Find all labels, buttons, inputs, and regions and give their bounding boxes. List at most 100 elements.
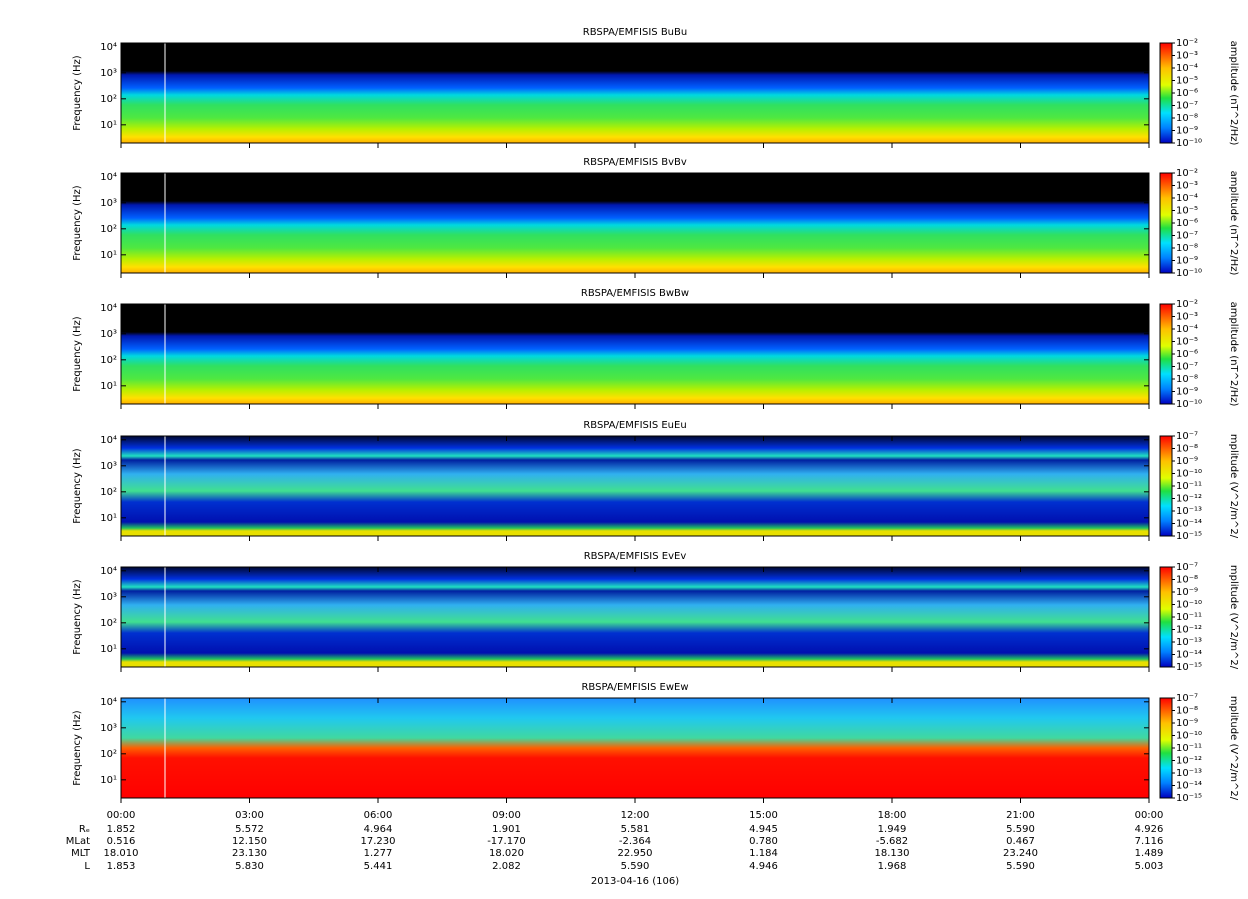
colorbar xyxy=(1159,303,1173,405)
colorbar-tick-label: 10⁻⁷ xyxy=(1176,562,1198,573)
ephemeris-value: 4.926 xyxy=(1135,824,1164,835)
ephemeris-row-label: MLat xyxy=(66,836,90,847)
colorbar-tick-label: 10⁻⁴ xyxy=(1176,63,1198,74)
y-axis-label: Frequency (Hz) xyxy=(72,185,83,261)
colorbar-tick-label: 10⁻⁹ xyxy=(1176,387,1198,398)
panel-title: RBSPA/EMFISIS BwBw xyxy=(581,288,689,299)
colorbar-tick-label: 10⁻⁵ xyxy=(1176,206,1198,217)
x-tick-label: 12:00 xyxy=(621,810,650,821)
colorbar-tick-label: 10⁻¹³ xyxy=(1176,637,1202,648)
colorbar-tick-label: 10⁻⁷ xyxy=(1176,362,1198,373)
colorbar-tick-label: 10⁻¹⁵ xyxy=(1176,793,1202,804)
ephemeris-value: 5.581 xyxy=(621,824,650,835)
y-tick-label: 10³ xyxy=(100,592,117,603)
panel-title: RBSPA/EMFISIS EwEw xyxy=(581,682,688,693)
y-tick-label: 10⁴ xyxy=(100,42,117,53)
y-tick-label: 10² xyxy=(100,94,117,105)
colorbar-label: amplitude (nT^2/Hz) xyxy=(1228,171,1239,276)
spectrogram-image xyxy=(121,567,1149,667)
y-tick-label: 10³ xyxy=(100,198,117,209)
colorbar-tick-label: 10⁻⁷ xyxy=(1176,431,1198,442)
colorbar-label: amplitude (nT^2/Hz) xyxy=(1228,41,1239,146)
ephemeris-value: 5.590 xyxy=(1006,861,1035,872)
colorbar-tick-label: 10⁻⁶ xyxy=(1176,349,1198,360)
colorbar-tick-label: 10⁻¹¹ xyxy=(1176,743,1202,754)
x-tick-label: 18:00 xyxy=(878,810,907,821)
ephemeris-value: 1.968 xyxy=(878,861,907,872)
colorbar-tick-label: 10⁻⁵ xyxy=(1176,76,1198,87)
colorbar-tick-label: 10⁻³ xyxy=(1176,51,1198,62)
spectrogram-image xyxy=(121,698,1149,798)
colorbar-tick-label: 10⁻¹³ xyxy=(1176,506,1202,517)
spectrogram-image xyxy=(121,436,1149,536)
x-tick-label: 09:00 xyxy=(492,810,521,821)
colorbar-tick-label: 10⁻² xyxy=(1176,299,1198,310)
ephemeris-value: -5.682 xyxy=(876,836,908,847)
colorbar-tick-label: 10⁻⁸ xyxy=(1176,444,1198,455)
date-label: 2013-04-16 (106) xyxy=(591,876,679,887)
ephemeris-value: 5.572 xyxy=(235,824,264,835)
colorbar-tick-label: 10⁻⁴ xyxy=(1176,193,1198,204)
ephemeris-row-label: Rₑ xyxy=(79,824,90,835)
ephemeris-value: 5.003 xyxy=(1135,861,1164,872)
y-tick-label: 10⁴ xyxy=(100,303,117,314)
colorbar-label: mplitude (V^2/m^2/ xyxy=(1228,696,1239,801)
ephemeris-value: 0.467 xyxy=(1006,836,1035,847)
colorbar-tick-label: 10⁻¹⁰ xyxy=(1176,268,1202,279)
ephemeris-row-label: MLT xyxy=(71,848,91,859)
ephemeris-value: 18.130 xyxy=(875,848,910,859)
y-tick-label: 10⁴ xyxy=(100,566,117,577)
colorbar-tick-label: 10⁻⁵ xyxy=(1176,337,1198,348)
colorbar-tick-label: 10⁻¹¹ xyxy=(1176,481,1202,492)
ephemeris-value: 5.830 xyxy=(235,861,264,872)
ephemeris-value: 23.240 xyxy=(1003,848,1038,859)
colorbar-tick-label: 10⁻⁹ xyxy=(1176,256,1198,267)
y-tick-label: 10³ xyxy=(100,723,117,734)
colorbar-tick-label: 10⁻⁸ xyxy=(1176,243,1198,254)
ephemeris-value: 18.020 xyxy=(489,848,524,859)
colorbar-tick-label: 10⁻⁷ xyxy=(1176,693,1198,704)
y-tick-label: 10¹ xyxy=(100,120,117,131)
y-tick-label: 10² xyxy=(100,224,117,235)
colorbar-tick-label: 10⁻¹⁰ xyxy=(1176,731,1202,742)
y-tick-label: 10¹ xyxy=(100,250,117,261)
y-tick-label: 10³ xyxy=(100,68,117,79)
colorbar-tick-label: 10⁻⁷ xyxy=(1176,101,1198,112)
colorbar xyxy=(1159,42,1173,144)
colorbar xyxy=(1159,172,1173,274)
y-tick-label: 10⁴ xyxy=(100,697,117,708)
colorbar-tick-label: 10⁻⁸ xyxy=(1176,706,1198,717)
colorbar-tick-label: 10⁻⁹ xyxy=(1176,126,1198,137)
colorbar-tick-label: 10⁻⁹ xyxy=(1176,456,1198,467)
colorbar-tick-label: 10⁻¹⁴ xyxy=(1176,650,1202,661)
colorbar-label: mplitude (V^2/m^2/ xyxy=(1228,434,1239,539)
colorbar-tick-label: 10⁻² xyxy=(1176,38,1198,49)
colorbar xyxy=(1159,566,1173,668)
ephemeris-value: 22.950 xyxy=(618,848,653,859)
x-tick-label: 15:00 xyxy=(749,810,778,821)
colorbar-tick-label: 10⁻⁴ xyxy=(1176,324,1198,335)
y-tick-label: 10² xyxy=(100,749,117,760)
x-tick-label: 06:00 xyxy=(364,810,393,821)
ephemeris-value: 5.441 xyxy=(364,861,393,872)
colorbar xyxy=(1159,697,1173,799)
x-tick-label: 03:00 xyxy=(235,810,264,821)
x-tick-label: 00:00 xyxy=(107,810,136,821)
y-axis-label: Frequency (Hz) xyxy=(72,710,83,786)
x-tick-label: 00:00 xyxy=(1135,810,1164,821)
ephemeris-value: 1.489 xyxy=(1135,848,1164,859)
colorbar-tick-label: 10⁻¹⁰ xyxy=(1176,469,1202,480)
colorbar-tick-label: 10⁻⁸ xyxy=(1176,113,1198,124)
y-tick-label: 10² xyxy=(100,618,117,629)
colorbar-tick-label: 10⁻¹⁴ xyxy=(1176,781,1202,792)
panel-title: RBSPA/EMFISIS EuEu xyxy=(583,420,686,431)
y-tick-label: 10⁴ xyxy=(100,435,117,446)
y-tick-label: 10⁴ xyxy=(100,172,117,183)
colorbar-tick-label: 10⁻¹⁰ xyxy=(1176,600,1202,611)
colorbar-tick-label: 10⁻¹⁰ xyxy=(1176,399,1202,410)
ephemeris-value: -17.170 xyxy=(487,836,526,847)
colorbar-tick-label: 10⁻⁶ xyxy=(1176,88,1198,99)
ephemeris-row-label: L xyxy=(84,861,90,872)
colorbar-tick-label: 10⁻⁷ xyxy=(1176,231,1198,242)
colorbar-tick-label: 10⁻¹⁵ xyxy=(1176,531,1202,542)
